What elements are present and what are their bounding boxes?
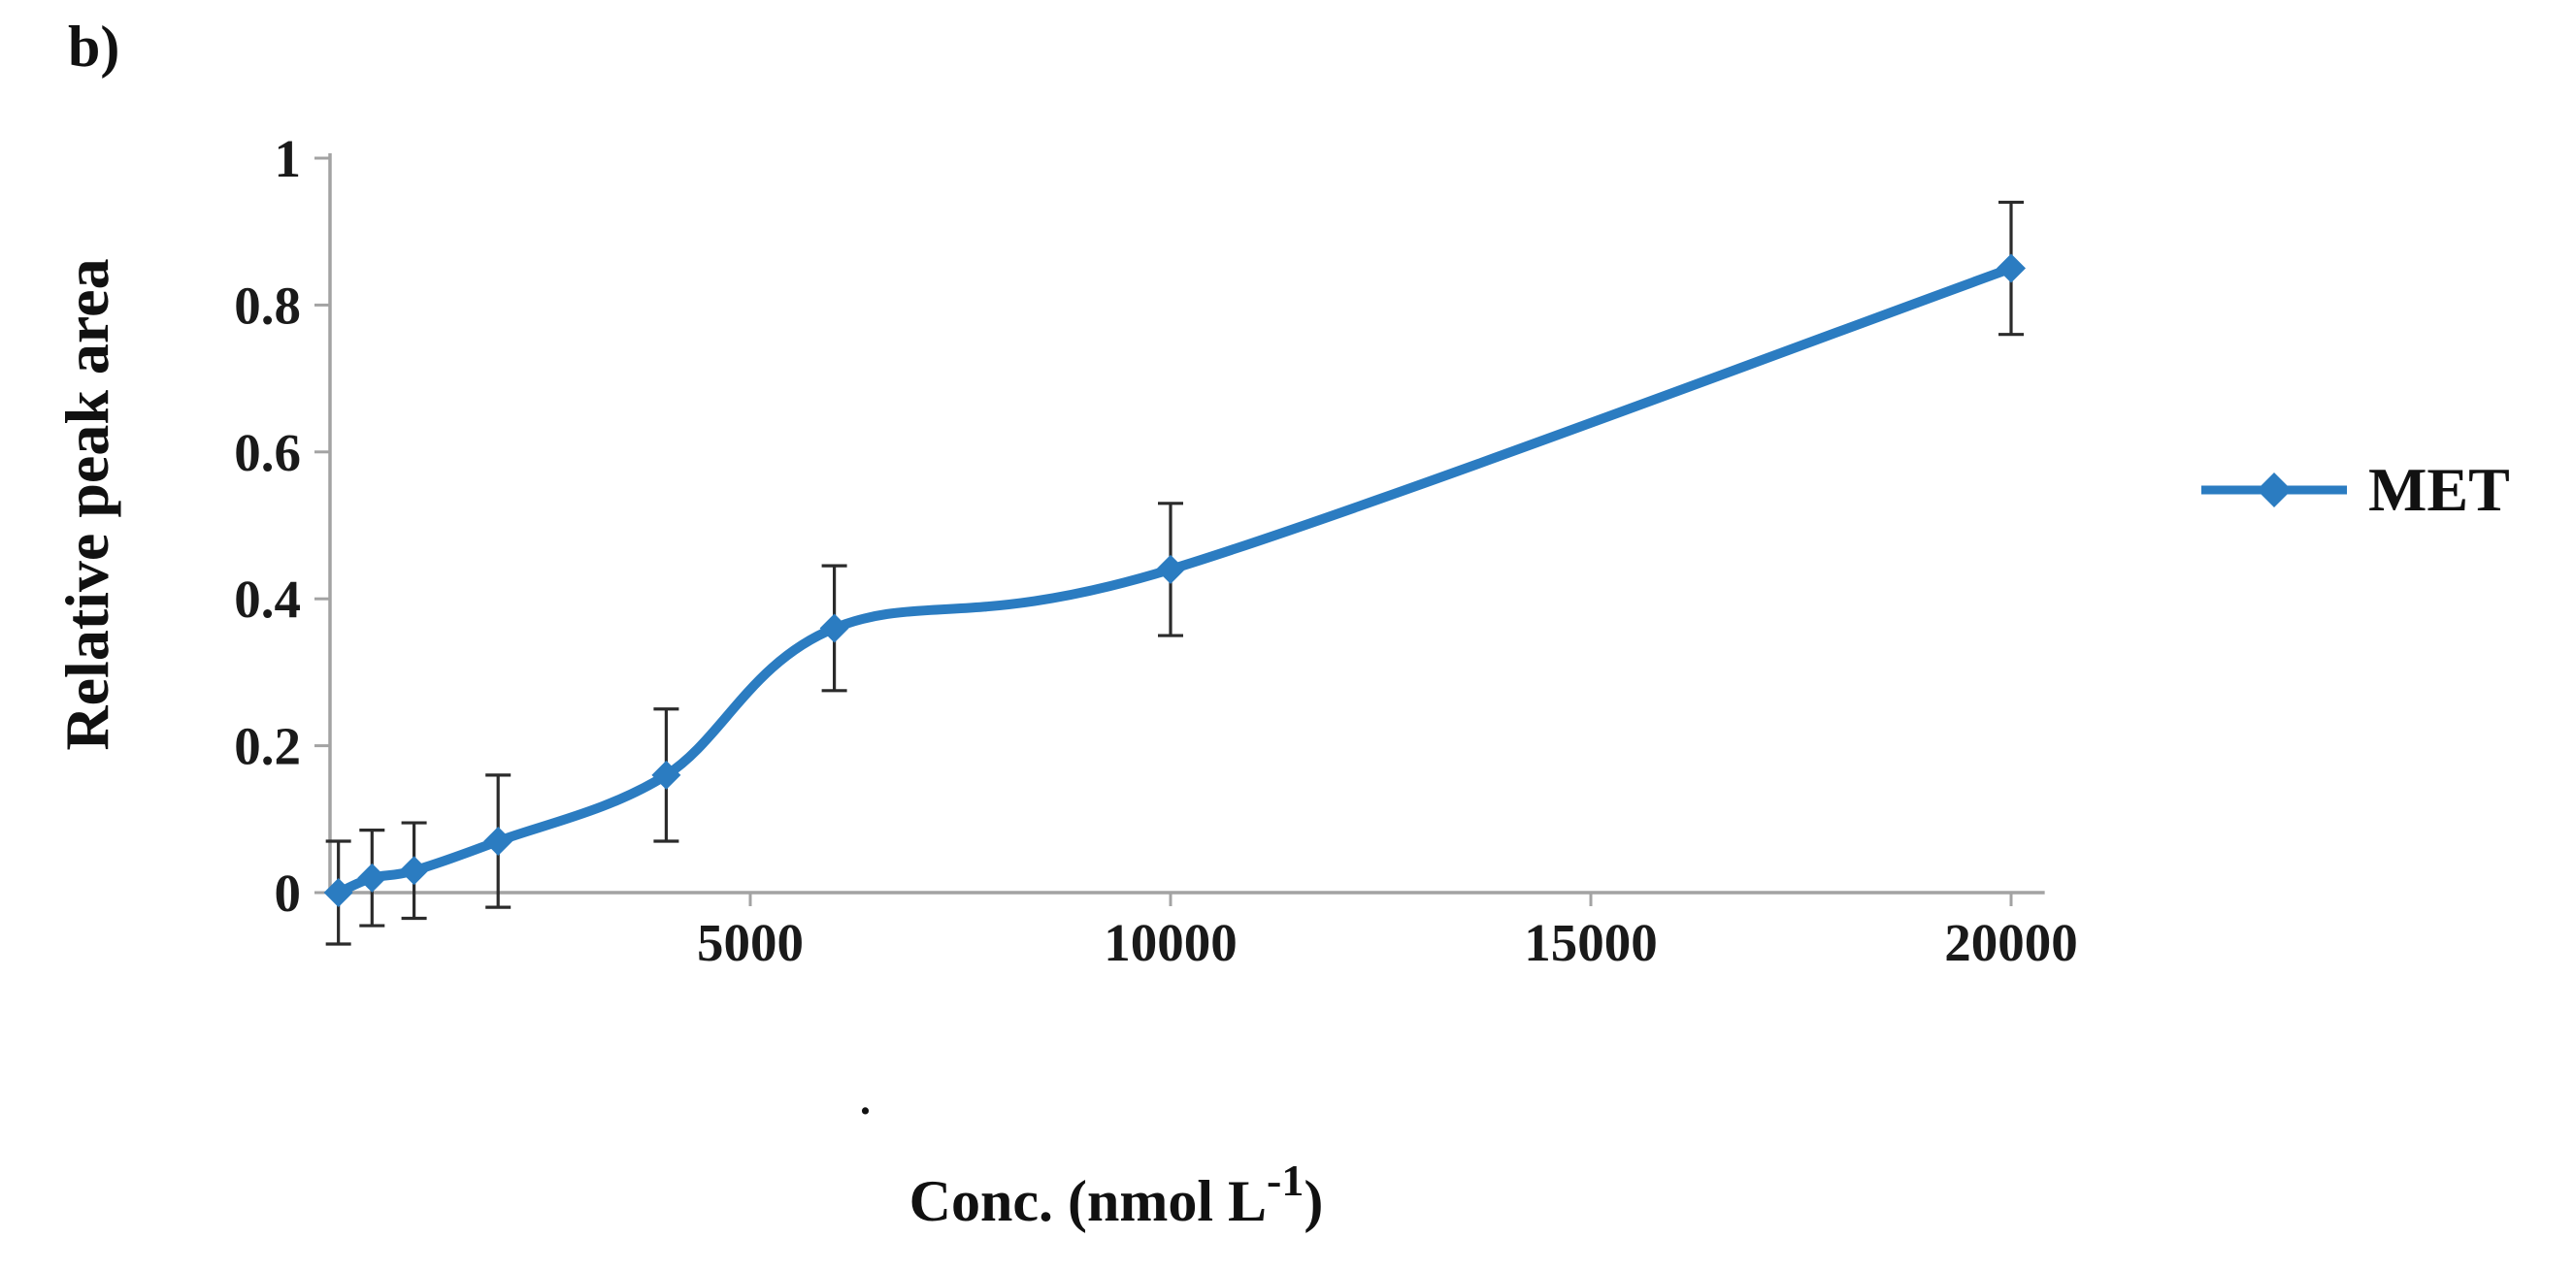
x-axis-ticks: 5000 10000 15000 20000 (697, 893, 2078, 972)
x-tick-label: 10000 (1104, 913, 1238, 972)
data-point-marker (323, 878, 353, 907)
x-tick-label: 5000 (697, 913, 804, 972)
y-axis-ticks: 0 0.2 0.4 0.6 0.8 1 (234, 129, 330, 923)
data-point-marker (1997, 253, 2026, 283)
series-line-group (333, 263, 2016, 897)
data-point-marker (399, 856, 429, 886)
stray-period-dot: . (860, 1076, 871, 1124)
y-tick-label: 0 (275, 864, 302, 923)
data-point-marker (483, 827, 513, 857)
data-point-marker (651, 760, 681, 790)
panel-label: b) (68, 15, 120, 79)
y-tick-label: 0.4 (234, 570, 301, 629)
x-axis-title-text: Conc. (nmol L (908, 1169, 1268, 1233)
y-tick-label: 0.2 (234, 717, 301, 776)
legend-series-label: MET (2368, 455, 2510, 524)
x-axis-title: Conc. (nmol L-1) (909, 1155, 1324, 1235)
series-line (333, 263, 2016, 897)
y-tick-label: 0.8 (234, 276, 301, 335)
legend-key (2201, 473, 2347, 507)
data-point-marker (357, 863, 387, 893)
data-point-marker (819, 613, 849, 643)
data-point-marker (1156, 554, 1185, 584)
x-axis-title-superscript: -1 (1267, 1156, 1305, 1205)
x-axis-title-suffix: ) (1304, 1169, 1324, 1233)
y-tick-label: 0.6 (234, 423, 301, 482)
axes (328, 153, 2045, 895)
legend: MET (2201, 454, 2510, 526)
legend-diamond-marker (2257, 473, 2292, 507)
x-tick-label: 20000 (1944, 913, 2078, 972)
x-tick-label: 15000 (1524, 913, 1658, 972)
y-tick-label: 1 (275, 129, 302, 188)
data-point-markers (323, 253, 2026, 907)
